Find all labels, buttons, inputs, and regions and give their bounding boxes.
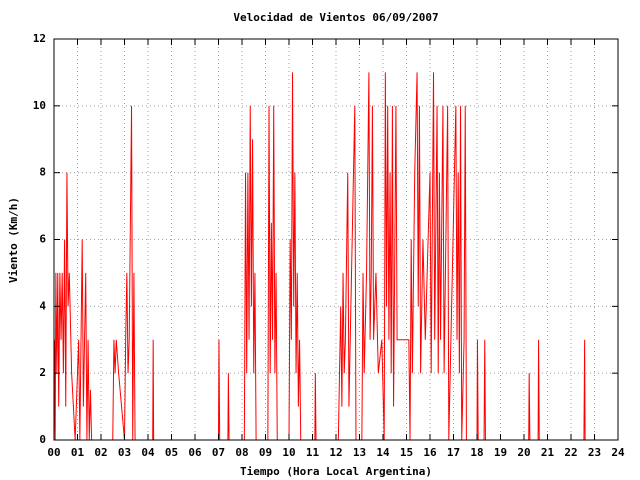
x-tick-label: 20 <box>517 446 530 459</box>
x-tick-label: 18 <box>470 446 483 459</box>
x-tick-label: 21 <box>541 446 555 459</box>
y-axis-label: Viento (Km/h) <box>7 197 20 283</box>
x-tick-label: 13 <box>353 446 366 459</box>
x-tick-label: 14 <box>376 446 390 459</box>
x-tick-label: 12 <box>329 446 342 459</box>
x-tick-label: 05 <box>165 446 178 459</box>
x-tick-label: 07 <box>212 446 225 459</box>
y-tick-label: 8 <box>39 166 46 179</box>
x-tick-label: 08 <box>235 446 248 459</box>
y-tick-label: 0 <box>39 433 46 446</box>
x-tick-label: 03 <box>118 446 131 459</box>
x-axis-label: Tiempo (Hora Local Argentina) <box>240 465 432 478</box>
y-tick-label: 12 <box>33 32 46 45</box>
y-tick-label: 6 <box>39 233 46 246</box>
x-tick-label: 06 <box>188 446 202 459</box>
x-tick-label: 17 <box>447 446 460 459</box>
y-tick-label: 10 <box>33 99 46 112</box>
x-tick-label: 15 <box>400 446 413 459</box>
x-tick-label: 00 <box>47 446 60 459</box>
chart-title: Velocidad de Vientos 06/09/2007 <box>233 11 438 24</box>
x-tick-label: 24 <box>611 446 625 459</box>
x-tick-label: 10 <box>282 446 295 459</box>
data-line <box>53 72 586 441</box>
x-tick-label: 23 <box>588 446 601 459</box>
y-tick-label: 4 <box>39 299 46 312</box>
x-tick-label: 04 <box>141 446 155 459</box>
plot <box>53 72 586 441</box>
x-tick-label: 11 <box>306 446 320 459</box>
x-tick-label: 16 <box>423 446 437 459</box>
x-tick-label: 01 <box>71 446 85 459</box>
y-tick-label: 2 <box>39 366 46 379</box>
grid <box>53 38 619 441</box>
x-tick-label: 09 <box>259 446 272 459</box>
x-tick-label: 02 <box>94 446 107 459</box>
x-tick-label: 22 <box>564 446 577 459</box>
x-tick-label: 19 <box>494 446 507 459</box>
